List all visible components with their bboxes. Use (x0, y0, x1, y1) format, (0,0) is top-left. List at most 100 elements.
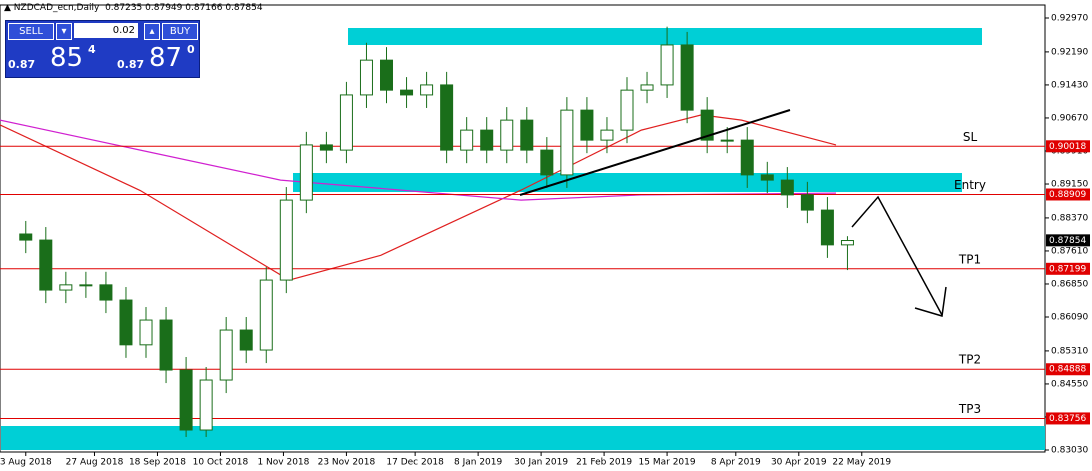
candle-body (59, 284, 73, 291)
y-tick-label: 0.88370 (1051, 213, 1088, 223)
symbol-icon: ▲ (4, 3, 14, 13)
price-tag (1046, 262, 1090, 275)
candle (99, 271, 113, 314)
candle-body (359, 59, 373, 96)
lot-size[interactable]: 0.02 (74, 23, 138, 38)
level-label: TP3 (958, 402, 981, 416)
candle-body (780, 179, 794, 196)
last-price-label: 0.87854 (1049, 236, 1086, 246)
buy-button[interactable]: BUY (162, 23, 198, 40)
candle-body (580, 109, 594, 141)
candle-body (279, 199, 293, 281)
candle-body (259, 279, 273, 351)
candle (79, 271, 93, 298)
candle-body (299, 144, 313, 201)
bid-pips: 85 (50, 43, 84, 73)
y-tick-label: 0.86850 (1051, 279, 1088, 289)
y-tick-label: 0.83030 (1051, 446, 1088, 456)
price-tag-label: 0.88909 (1049, 190, 1086, 200)
candle (720, 127, 734, 154)
candle (359, 42, 373, 108)
candle (339, 81, 353, 164)
candle (520, 107, 534, 164)
price-tag-label: 0.83756 (1049, 414, 1086, 424)
candle-body (600, 129, 614, 141)
candle-body (400, 89, 414, 96)
candle-body (440, 84, 454, 151)
lot-step[interactable]: ▴ (144, 23, 160, 40)
candle (59, 271, 73, 304)
candle-body (199, 379, 213, 431)
candle (219, 317, 233, 394)
candle (760, 161, 774, 194)
candle (420, 71, 434, 108)
candle-body (640, 84, 654, 91)
candle-body (520, 119, 534, 151)
candle-body (460, 129, 474, 151)
price-tag (1046, 412, 1090, 425)
candle (239, 317, 253, 364)
candle-body (420, 84, 434, 96)
price-tag-label: 0.84888 (1049, 365, 1086, 375)
candle (179, 356, 193, 437)
candle-body (740, 139, 754, 176)
candle-body (540, 149, 554, 176)
y-tick-label: 0.87610 (1051, 246, 1088, 256)
y-tick-label: 0.84550 (1051, 379, 1088, 389)
candle-body (560, 109, 574, 176)
candle-body (139, 319, 153, 346)
price-tag-label: 0.87199 (1049, 264, 1086, 274)
price-tag (1046, 363, 1090, 376)
x-tick-label: 30 Jan 2019 (514, 458, 568, 468)
candle (820, 197, 834, 258)
x-tick-label: 15 Mar 2019 (639, 458, 696, 468)
x-tick-label: 8 Jan 2019 (454, 458, 502, 468)
chart-header: ▲ NZDCAD_ecn,Daily 0.87235 0.87949 0.871… (4, 3, 263, 13)
price-tag (1046, 188, 1090, 201)
candle (279, 187, 293, 294)
candle-body (219, 329, 233, 381)
last-price-tag (1046, 234, 1090, 247)
candle (199, 366, 213, 437)
x-tick-label: 3 Aug 2018 (0, 458, 52, 468)
x-tick-label: 22 May 2019 (832, 458, 891, 468)
candle (600, 117, 614, 154)
candle-body (339, 94, 353, 151)
candle (620, 77, 634, 144)
candle (640, 71, 654, 104)
x-tick-label: 10 Oct 2018 (193, 458, 249, 468)
candle-body (840, 240, 854, 246)
candle-body (380, 59, 394, 91)
candle (500, 107, 514, 164)
candle (700, 97, 714, 154)
sell-button[interactable]: SELL (8, 23, 54, 40)
candle (39, 227, 53, 304)
candle-body (500, 119, 514, 151)
candle-body (239, 329, 253, 351)
trend-line (519, 109, 791, 196)
y-tick-label: 0.92970 (1051, 13, 1088, 23)
candle (680, 31, 694, 124)
candle-body (660, 44, 674, 86)
candle-body (620, 89, 634, 131)
y-tick-label: 0.91430 (1051, 80, 1088, 90)
candle (259, 267, 273, 364)
candle-body (19, 233, 33, 241)
ask-fraction: 0 (187, 43, 195, 56)
level-label: TP1 (958, 252, 981, 266)
candle-body (700, 109, 714, 141)
ohlc: 0.87854 (225, 3, 263, 13)
candle (400, 77, 414, 108)
ask-prefix: 0.87 (117, 58, 145, 71)
candle (780, 167, 794, 208)
ohlc: 0.87235 (105, 3, 143, 13)
lot-dropdown[interactable]: ▾ (56, 23, 72, 40)
ask-pips: 87 (149, 43, 183, 73)
candle (840, 236, 854, 271)
candle-body (179, 369, 193, 431)
candle-body (99, 284, 113, 301)
y-tick-label: 0.89150 (1051, 180, 1088, 190)
candle (660, 26, 674, 98)
candle-body (800, 194, 814, 211)
